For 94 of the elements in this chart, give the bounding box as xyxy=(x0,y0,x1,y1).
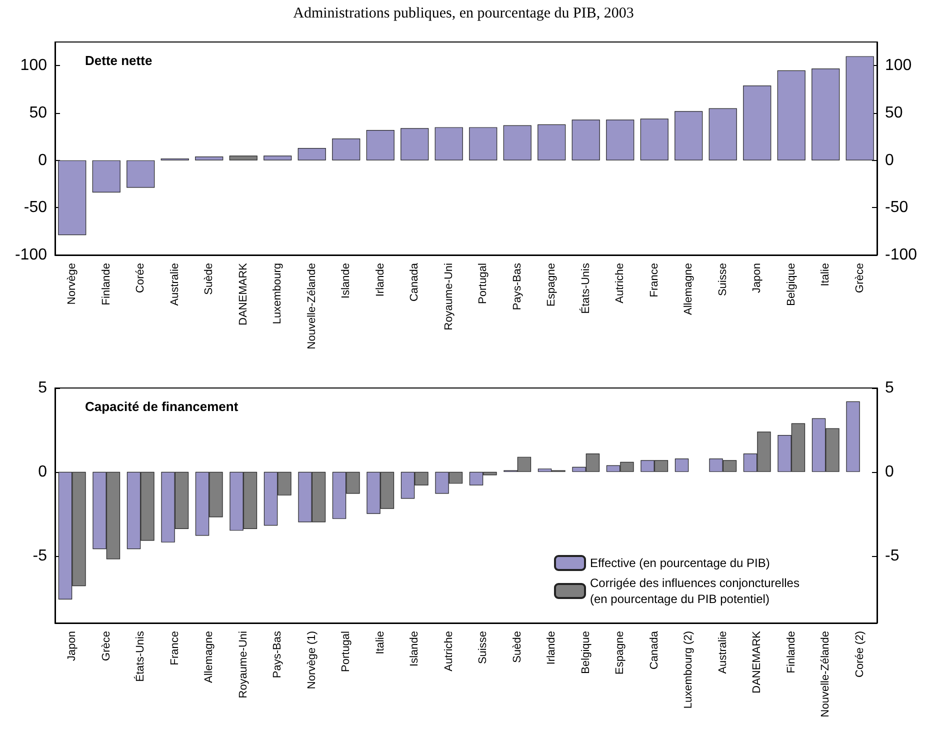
y2-tick-label: -50 xyxy=(885,199,908,216)
bar xyxy=(743,86,772,160)
bar xyxy=(846,401,860,472)
legend-label: Corrigée des influences conjoncturelles (en pourcentage du PIB potentiel) xyxy=(590,576,803,606)
x-tick-label: Suède xyxy=(203,263,216,295)
x-tick-label: Canada xyxy=(648,630,660,670)
x-tick-label: Autriche xyxy=(614,263,626,304)
x-tick-label: États-Unis xyxy=(578,262,592,314)
y-tick-label: -100 xyxy=(14,246,48,264)
x-tick-label: Belgique xyxy=(580,631,592,674)
bar xyxy=(229,156,258,160)
x-tick-label: France xyxy=(168,631,181,666)
x-tick-label: Islande xyxy=(340,263,352,298)
x-tick-label: Australie xyxy=(716,631,729,674)
x-tick-label: Australie xyxy=(168,263,181,306)
y2-tick-label: -100 xyxy=(885,246,918,264)
y2-tick-label: -5 xyxy=(885,547,900,564)
annotation: Dette nette xyxy=(85,53,152,68)
x-tick-label: Islande xyxy=(408,631,421,666)
bar xyxy=(846,56,874,160)
x-tick-label: Suède xyxy=(511,631,524,663)
bar xyxy=(674,111,703,160)
x-tick-label: Suisse xyxy=(716,263,729,296)
y2-tick-label: 5 xyxy=(885,380,894,396)
bar xyxy=(264,156,292,160)
bar xyxy=(572,120,600,160)
y2-tick-label: 0 xyxy=(885,152,894,169)
x-tick-label: Belgique xyxy=(785,263,798,306)
x-tick-label: Corée (2) xyxy=(854,631,866,678)
x-tick-label: Espagne xyxy=(614,631,626,674)
chart-title: Administrations publiques, en pourcentage du PIB, 2003 xyxy=(293,6,634,22)
x-tick-label: Nouvelle-Zélande xyxy=(306,263,318,350)
y-tick-label: 100 xyxy=(20,57,48,74)
y-tick-label: -50 xyxy=(24,199,48,216)
bar xyxy=(606,120,634,160)
x-tick-label: Allemagne xyxy=(682,263,695,315)
bar xyxy=(126,160,155,188)
x-tick-label: Autriche xyxy=(442,631,455,672)
x-tick-label: Grèce xyxy=(100,631,112,661)
x-tick-label: Nouvelle-Zélande xyxy=(820,631,832,718)
y2-tick-label: 100 xyxy=(885,57,912,74)
bar xyxy=(503,125,532,160)
legend-label: Effective (en pourcentage du PIB) xyxy=(590,556,770,570)
bar xyxy=(332,138,360,160)
y2-tick-label: 0 xyxy=(885,463,894,480)
bar xyxy=(298,148,326,160)
bar xyxy=(674,458,689,472)
annotation: Capacité de financement xyxy=(85,399,239,414)
y-tick-label: 50 xyxy=(29,104,48,122)
x-tick-label: DANEMARK xyxy=(237,262,250,326)
x-tick-label: Royaume-Uni xyxy=(237,631,250,698)
bar xyxy=(708,108,737,160)
bar xyxy=(777,70,806,160)
x-tick-label: Portugal xyxy=(340,631,352,672)
bar xyxy=(812,68,840,160)
bar xyxy=(58,160,86,236)
bar xyxy=(366,130,394,160)
y-tick-label: -5 xyxy=(32,547,48,564)
x-tick-label: Espagne xyxy=(546,263,558,306)
x-tick-label: Irlande xyxy=(546,631,558,665)
x-tick-label: France xyxy=(648,263,660,298)
x-tick-label: Japon xyxy=(66,631,78,661)
x-tick-label: Suisse xyxy=(477,631,490,664)
x-tick-label: Italie xyxy=(374,631,386,654)
x-tick-label: Canada xyxy=(408,262,421,302)
bar xyxy=(92,160,120,193)
x-tick-label: Luxembourg (2) xyxy=(682,631,695,709)
x-tick-label: États-Unis xyxy=(134,630,147,682)
x-tick-label: Pays-Bas xyxy=(511,262,524,310)
x-tick-label: Allemagne xyxy=(203,631,216,683)
bar xyxy=(640,118,668,160)
x-tick-label: Finlande xyxy=(785,631,798,674)
x-tick-label: Corée xyxy=(134,263,147,293)
y-tick-label: 0 xyxy=(38,152,48,169)
y2-tick-label: 50 xyxy=(885,104,903,122)
bar xyxy=(538,124,566,160)
y-tick-label: 5 xyxy=(38,380,48,396)
x-tick-label: Portugal xyxy=(477,263,490,304)
bar xyxy=(195,156,224,160)
x-tick-label: Norvège (1) xyxy=(306,631,318,690)
x-tick-label: Finlande xyxy=(100,263,112,306)
x-tick-label: Grèce xyxy=(854,263,866,293)
x-tick-label: Pays-Bas xyxy=(272,630,284,678)
x-tick-label: Irlande xyxy=(374,263,386,297)
bar xyxy=(469,127,498,160)
x-tick-label: Norvège xyxy=(66,263,78,305)
bar xyxy=(400,128,429,160)
x-tick-label: Japon xyxy=(751,263,764,293)
y-tick-label: 0 xyxy=(38,463,48,480)
x-tick-label: DANEMARK xyxy=(751,630,764,694)
x-tick-label: Italie xyxy=(820,263,832,286)
bar xyxy=(434,127,463,160)
x-tick-label: Luxembourg xyxy=(272,263,284,324)
x-tick-label: Royaume-Uni xyxy=(442,263,455,330)
